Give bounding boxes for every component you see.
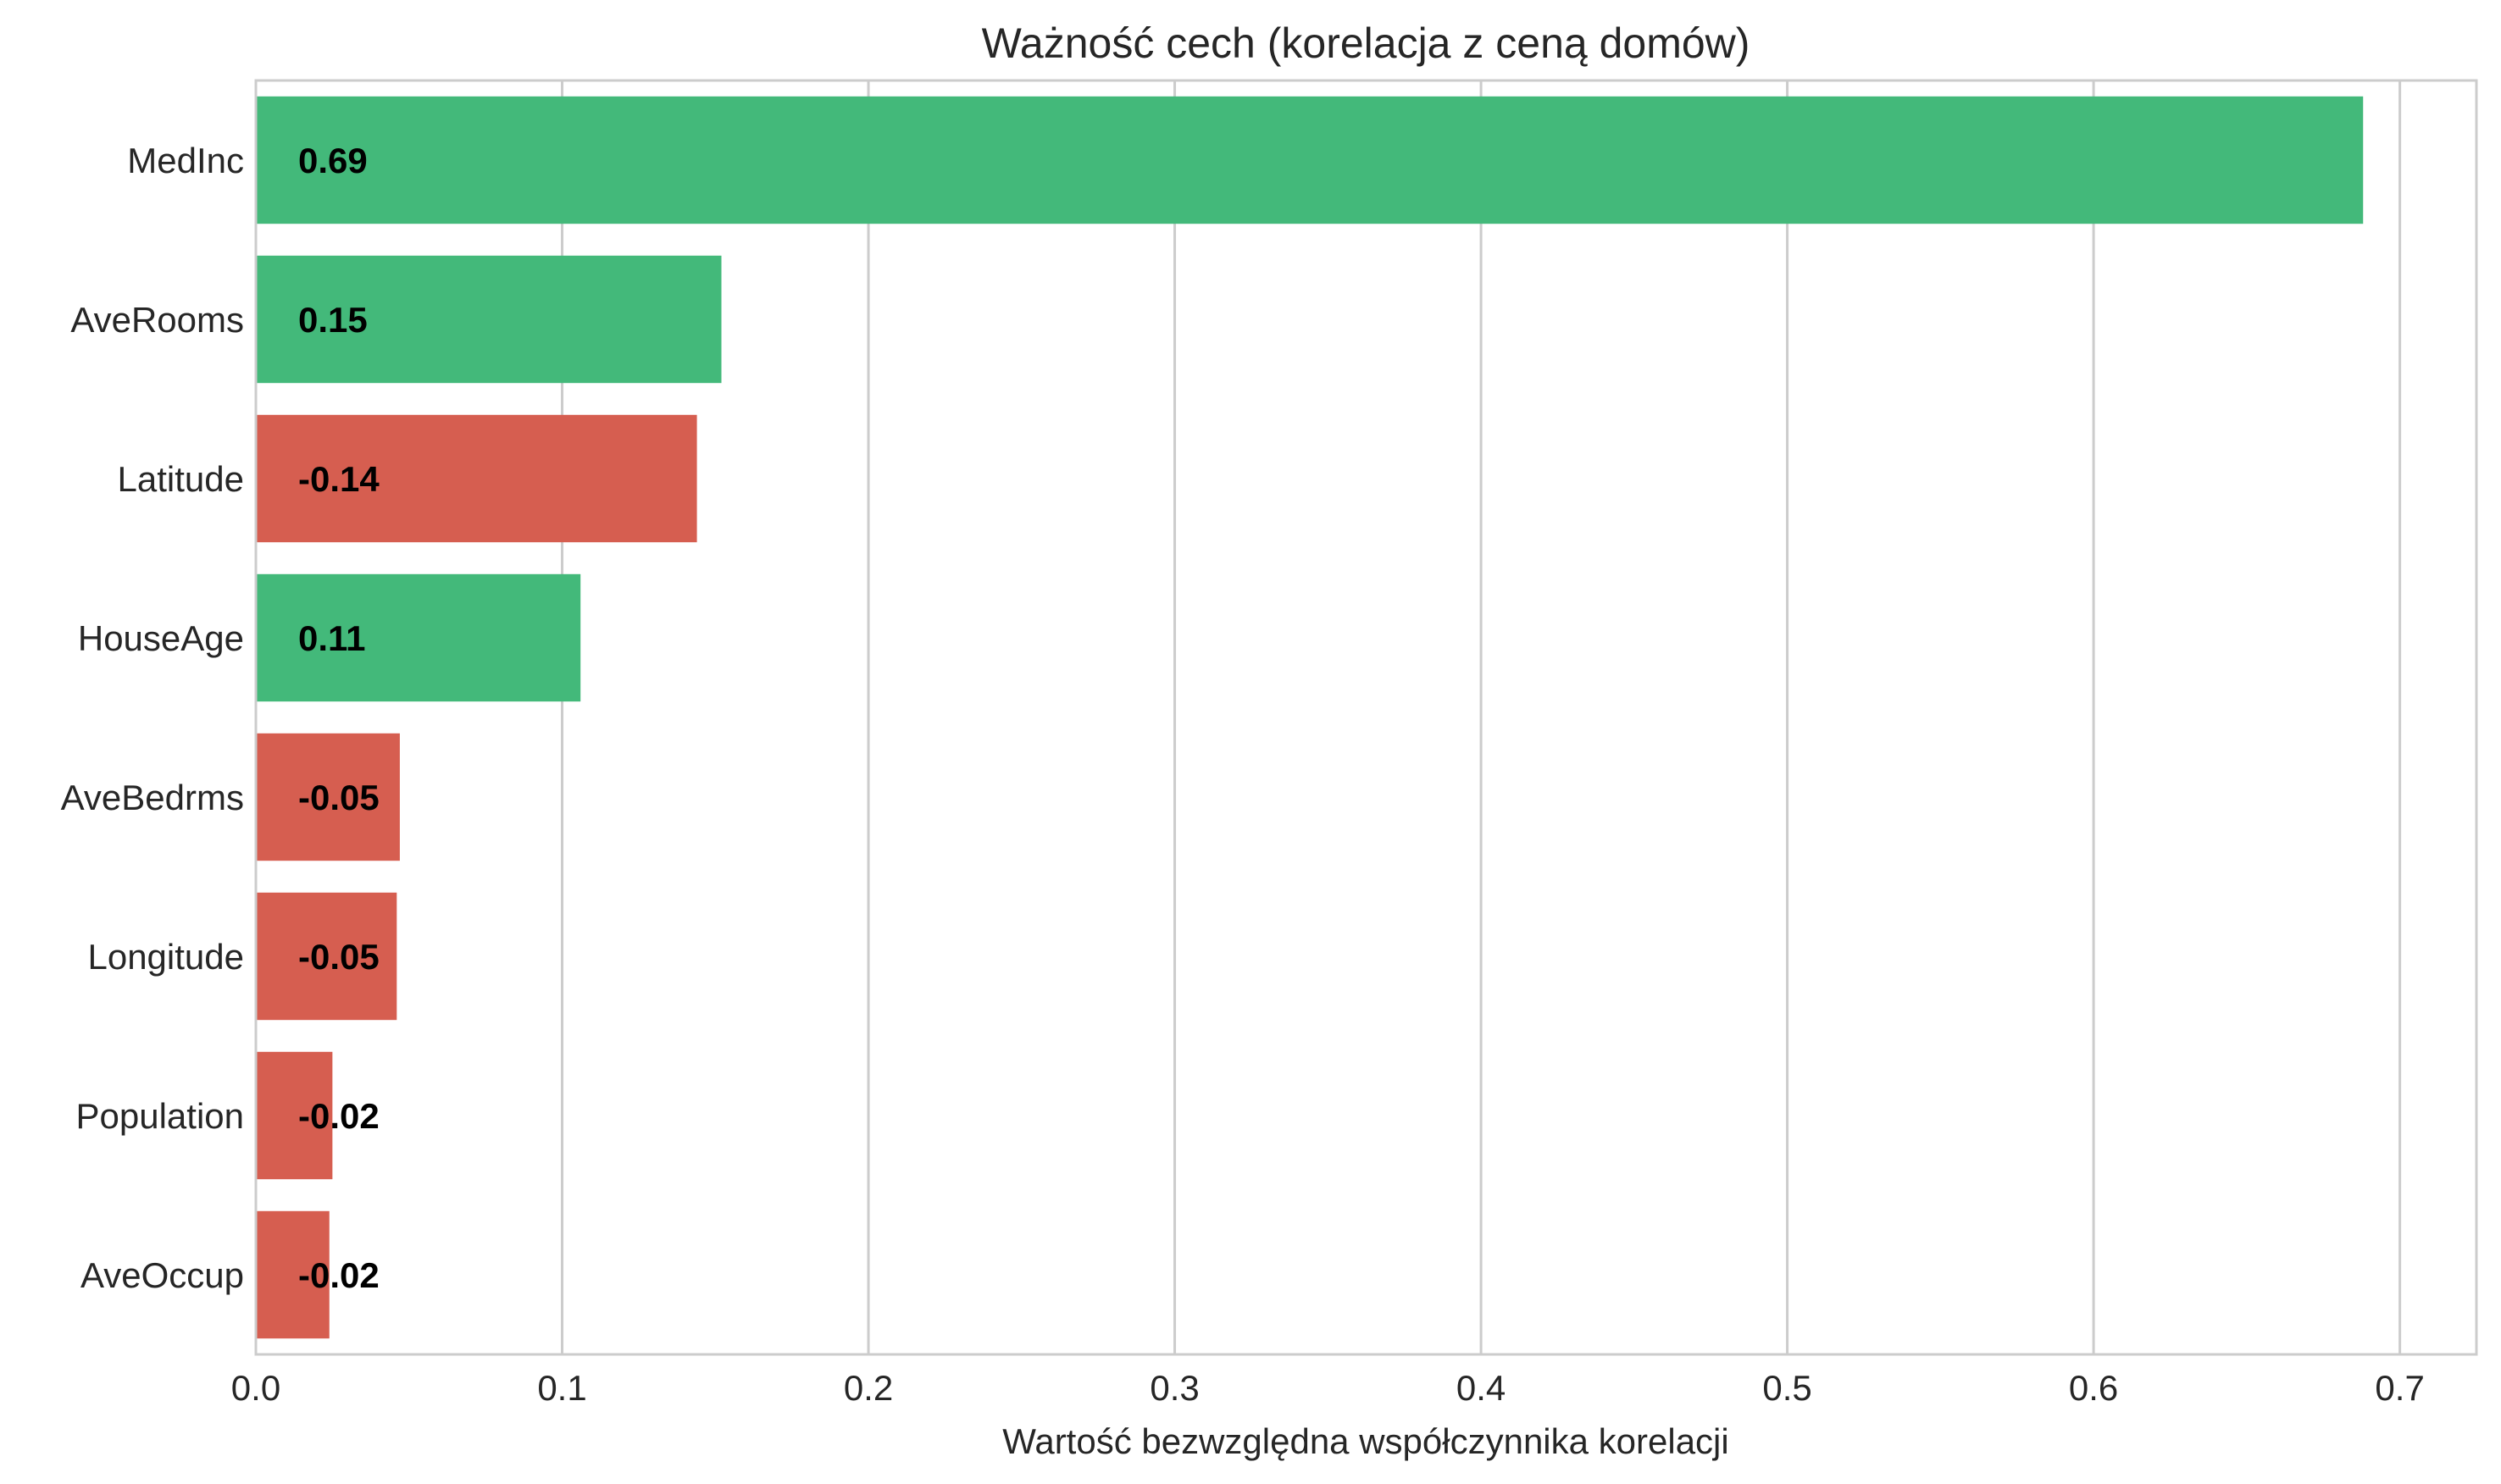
data-label: 0.11 [298, 618, 365, 658]
data-label: -0.05 [298, 778, 380, 817]
x-tick-label: 0.2 [844, 1368, 893, 1408]
data-labels: 0.69 0.15 -0.14 0.11 -0.05 -0.05 -0.02 -0.02 [298, 141, 380, 1295]
x-tick-label: 0.4 [1456, 1368, 1506, 1408]
data-label: -0.02 [298, 1255, 380, 1295]
x-axis-label: Wartość bezwzględna współczynnika korela… [1002, 1421, 1728, 1461]
bar-medinc [256, 96, 2364, 224]
y-tick-label: Longitude [87, 937, 244, 977]
x-tick-label: 0.6 [2069, 1368, 2118, 1408]
data-label: -0.14 [298, 459, 380, 499]
data-label: 0.15 [298, 300, 368, 340]
x-tick-label: 0.1 [537, 1368, 586, 1408]
y-tick-label: Population [76, 1096, 245, 1136]
y-tick-label: MedInc [127, 141, 244, 180]
bar-aveoccup [256, 1210, 330, 1339]
data-label: -0.02 [298, 1096, 380, 1136]
bar-averooms [256, 255, 722, 384]
y-tick-label: AveBedrms [61, 778, 244, 817]
bar-houseage [256, 573, 581, 702]
plot-frame [254, 79, 2478, 1356]
data-label: -0.05 [298, 937, 380, 977]
data-label: 0.69 [298, 141, 368, 180]
x-tick-label: 0.0 [231, 1368, 280, 1408]
x-tick-label: 0.3 [1150, 1368, 1199, 1408]
bar-population [256, 1051, 333, 1180]
chart-title: Ważność cech (korelacja z ceną domów) [982, 19, 1750, 67]
x-tick-label: 0.5 [1762, 1368, 1811, 1408]
y-tick-label: AveOccup [80, 1255, 244, 1295]
bar-latitude [256, 414, 697, 543]
x-tick-label: 0.7 [2375, 1368, 2424, 1408]
bar-longitude [256, 892, 397, 1021]
x-tick-labels: 0.0 0.1 0.2 0.3 0.4 0.5 0.6 0.7 [231, 1368, 2425, 1408]
y-tick-label: AveRooms [70, 300, 244, 340]
bar-avebedrms [256, 733, 400, 861]
y-tick-labels: MedInc AveRooms Latitude HouseAge AveBedrms L… [61, 141, 244, 1295]
y-tick-label: Latitude [118, 459, 244, 499]
bars [256, 96, 2364, 1339]
y-tick-label: HouseAge [78, 618, 244, 658]
